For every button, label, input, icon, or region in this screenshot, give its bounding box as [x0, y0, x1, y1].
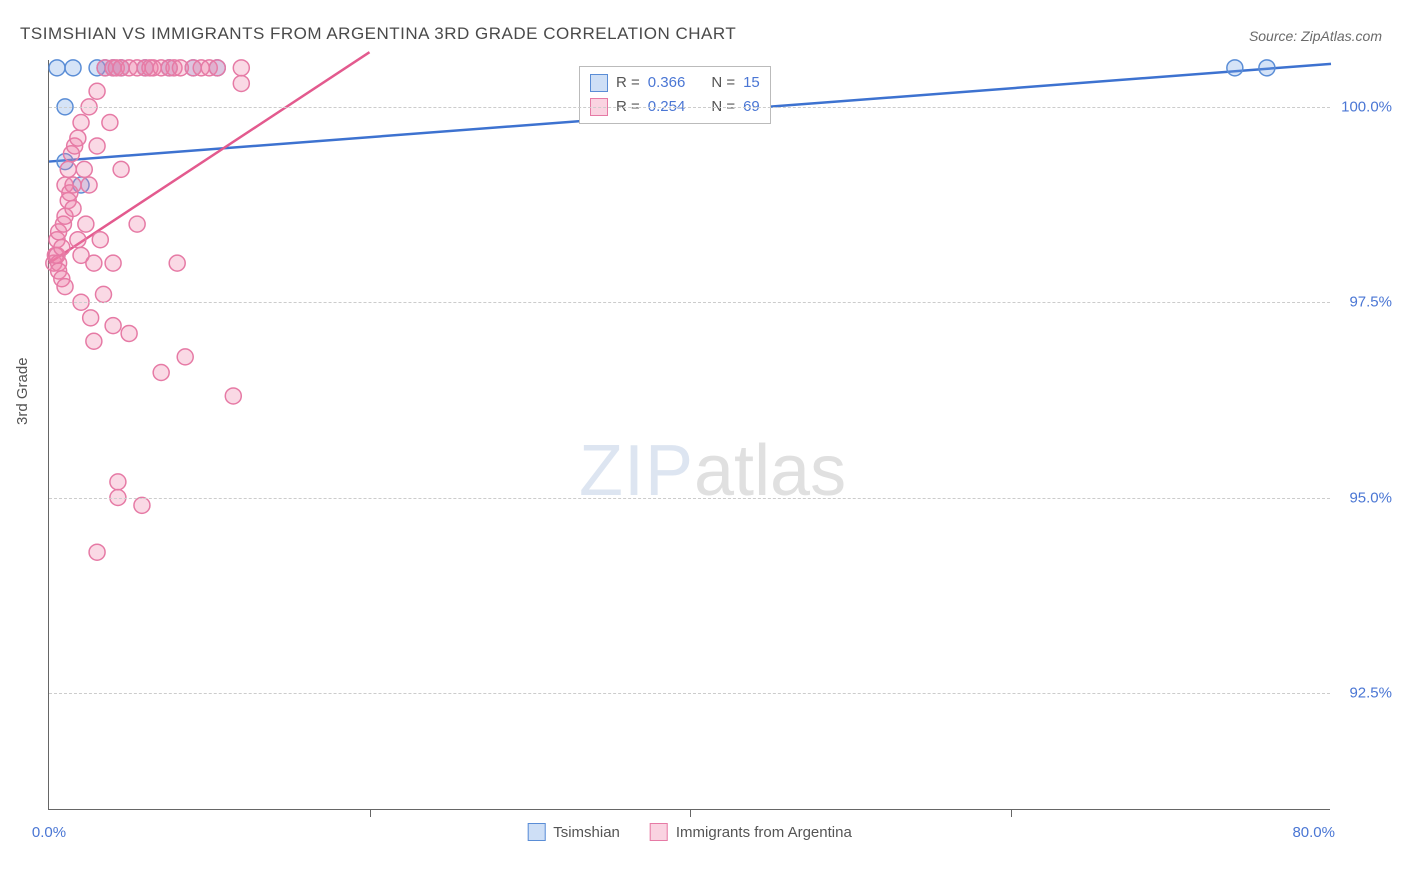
data-point: [65, 60, 81, 76]
data-point: [86, 255, 102, 271]
data-point: [105, 318, 121, 334]
data-point: [209, 60, 225, 76]
y-tick-label: 95.0%: [1349, 489, 1392, 506]
data-point: [89, 83, 105, 99]
plot-area: R = 0.366 N = 15 R = 0.254 N = 69 ZIPatl…: [48, 60, 1330, 810]
data-point: [129, 216, 145, 232]
scatter-svg: [49, 60, 1330, 809]
data-point: [105, 255, 121, 271]
y-tick-label: 100.0%: [1341, 98, 1392, 115]
data-point: [57, 279, 73, 295]
data-point: [169, 255, 185, 271]
data-point: [76, 161, 92, 177]
stats-legend-panel: R = 0.366 N = 15 R = 0.254 N = 69: [579, 66, 771, 124]
gridline: [49, 498, 1330, 499]
data-point: [113, 161, 129, 177]
data-point: [70, 130, 86, 146]
data-point: [121, 325, 137, 341]
data-point: [1227, 60, 1243, 76]
n-value: 15: [743, 71, 760, 95]
data-point: [89, 544, 105, 560]
gridline: [49, 107, 1330, 108]
stats-legend-row: R = 0.366 N = 15: [590, 71, 760, 95]
data-point: [70, 232, 86, 248]
data-point: [73, 115, 89, 131]
source-label: Source: ZipAtlas.com: [1249, 28, 1382, 44]
data-point: [65, 177, 81, 193]
legend-item: Tsimshian: [527, 823, 620, 841]
x-tick-label: 80.0%: [1292, 824, 1335, 841]
data-point: [86, 333, 102, 349]
data-point: [134, 497, 150, 513]
data-point: [177, 349, 193, 365]
chart-title: TSIMSHIAN VS IMMIGRANTS FROM ARGENTINA 3…: [20, 24, 736, 44]
data-point: [81, 177, 97, 193]
r-label: R =: [616, 71, 640, 95]
data-point: [95, 286, 111, 302]
data-point: [225, 388, 241, 404]
data-point: [83, 310, 99, 326]
data-point: [233, 75, 249, 91]
data-point: [153, 365, 169, 381]
data-point: [102, 115, 118, 131]
x-tick: [370, 809, 371, 817]
data-point: [49, 60, 65, 76]
x-tick: [1011, 809, 1012, 817]
y-tick-label: 92.5%: [1349, 684, 1392, 701]
data-point: [92, 232, 108, 248]
x-tick: [690, 809, 691, 817]
data-point: [78, 216, 94, 232]
r-value: 0.366: [648, 71, 686, 95]
data-point: [60, 161, 76, 177]
data-point: [65, 200, 81, 216]
y-axis-label: 3rd Grade: [14, 357, 31, 425]
data-point: [110, 474, 126, 490]
y-tick-label: 97.5%: [1349, 294, 1392, 311]
swatch-icon: [650, 823, 668, 841]
series-legend: Tsimshian Immigrants from Argentina: [527, 823, 852, 841]
legend-label: Tsimshian: [553, 824, 620, 841]
gridline: [49, 693, 1330, 694]
legend-label: Immigrants from Argentina: [676, 824, 852, 841]
legend-item: Immigrants from Argentina: [650, 823, 852, 841]
x-tick-label: 0.0%: [32, 824, 66, 841]
swatch-icon: [590, 74, 608, 92]
gridline: [49, 302, 1330, 303]
data-point: [1259, 60, 1275, 76]
data-point: [233, 60, 249, 76]
n-label: N =: [711, 71, 735, 95]
data-point: [54, 240, 70, 256]
data-point: [89, 138, 105, 154]
swatch-icon: [527, 823, 545, 841]
